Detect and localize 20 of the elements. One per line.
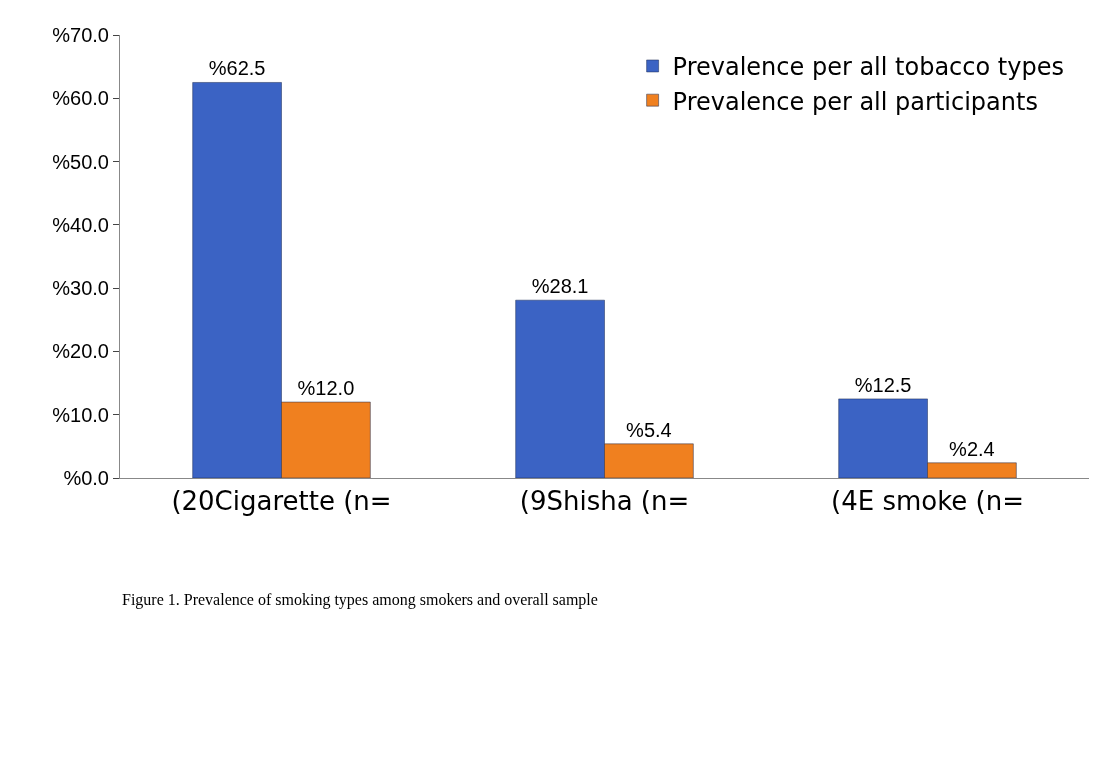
y-tick-label: %0.0	[63, 467, 109, 489]
data-label: %12.5	[854, 373, 912, 396]
data-label: %62.5	[208, 57, 266, 80]
legend-label: Prevalence per all tobacco types	[672, 53, 1064, 82]
data-label: %5.4	[626, 418, 672, 441]
y-tick-label: %10.0	[52, 403, 109, 426]
y-tick-label: %30.0	[52, 277, 109, 300]
data-label: %12.0	[297, 377, 355, 400]
y-tick-label: %50.0	[52, 150, 109, 173]
x-tick-label: (20Cigarette (n=	[171, 486, 392, 517]
data-label: %28.1	[531, 275, 589, 298]
data-label: %2.4	[949, 437, 995, 460]
x-tick-label: (9Shisha (n=	[519, 486, 690, 517]
caption: Figure 1. Prevalence of smoking types among smokers and overall sample	[122, 591, 598, 609]
x-tick-label: (4E smoke (n=	[831, 486, 1024, 517]
y-tick-label: %40.0	[52, 213, 109, 236]
y-tick-label: %60.0	[52, 87, 109, 110]
legend-label: Prevalence per all participants	[672, 87, 1038, 116]
y-tick-label: %70.0	[52, 24, 109, 46]
y-tick-label: %20.0	[52, 340, 109, 363]
